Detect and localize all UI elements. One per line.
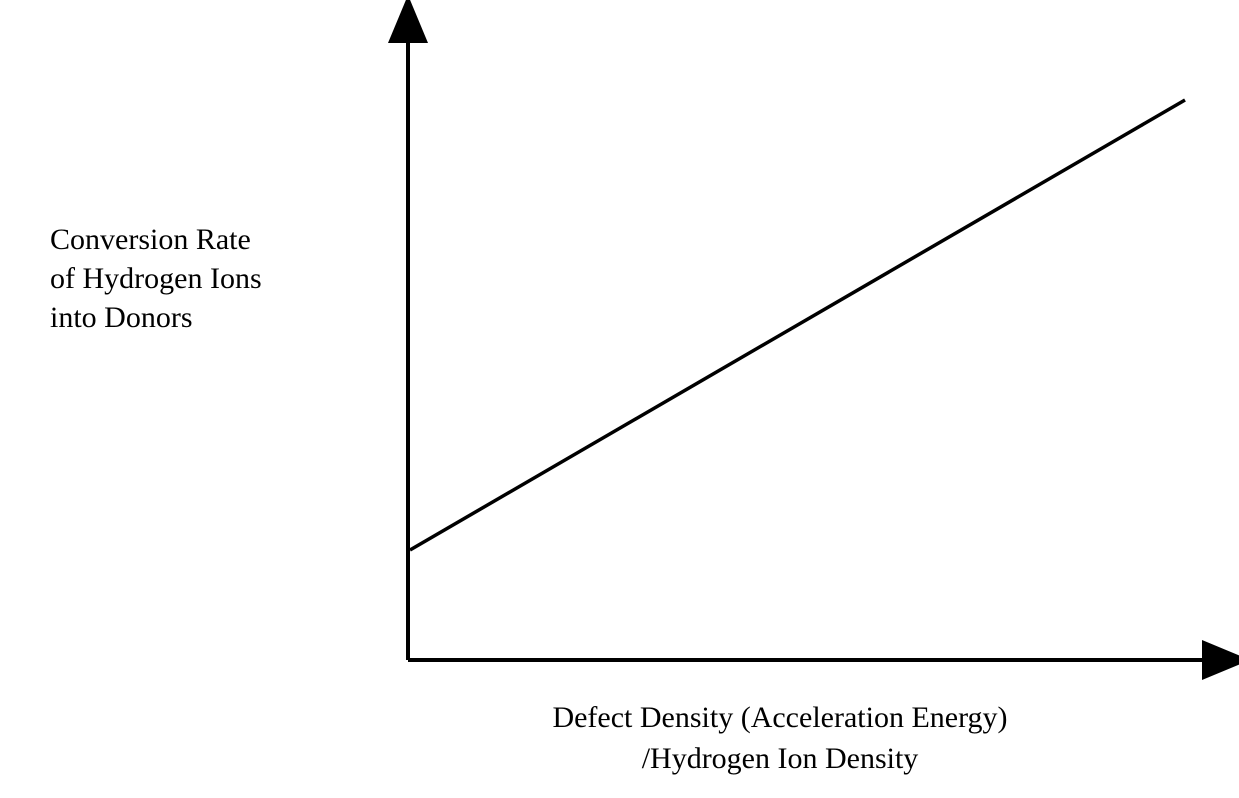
chart-svg	[0, 0, 1239, 798]
x-axis-label: Defect Density (Acceleration Energy) /Hy…	[420, 698, 1140, 779]
x-label-line-2: /Hydrogen Ion Density	[642, 742, 919, 775]
y-label-line-1: Conversion Rate	[50, 223, 251, 256]
conversion-rate-chart: Conversion Rate of Hydrogen Ions into Do…	[0, 0, 1239, 798]
y-label-line-2: of Hydrogen Ions	[50, 262, 262, 295]
x-label-line-1: Defect Density (Acceleration Energy)	[552, 701, 1007, 734]
y-label-line-3: into Donors	[50, 301, 193, 334]
y-axis-label: Conversion Rate of Hydrogen Ions into Do…	[50, 220, 262, 337]
data-line	[410, 100, 1185, 550]
